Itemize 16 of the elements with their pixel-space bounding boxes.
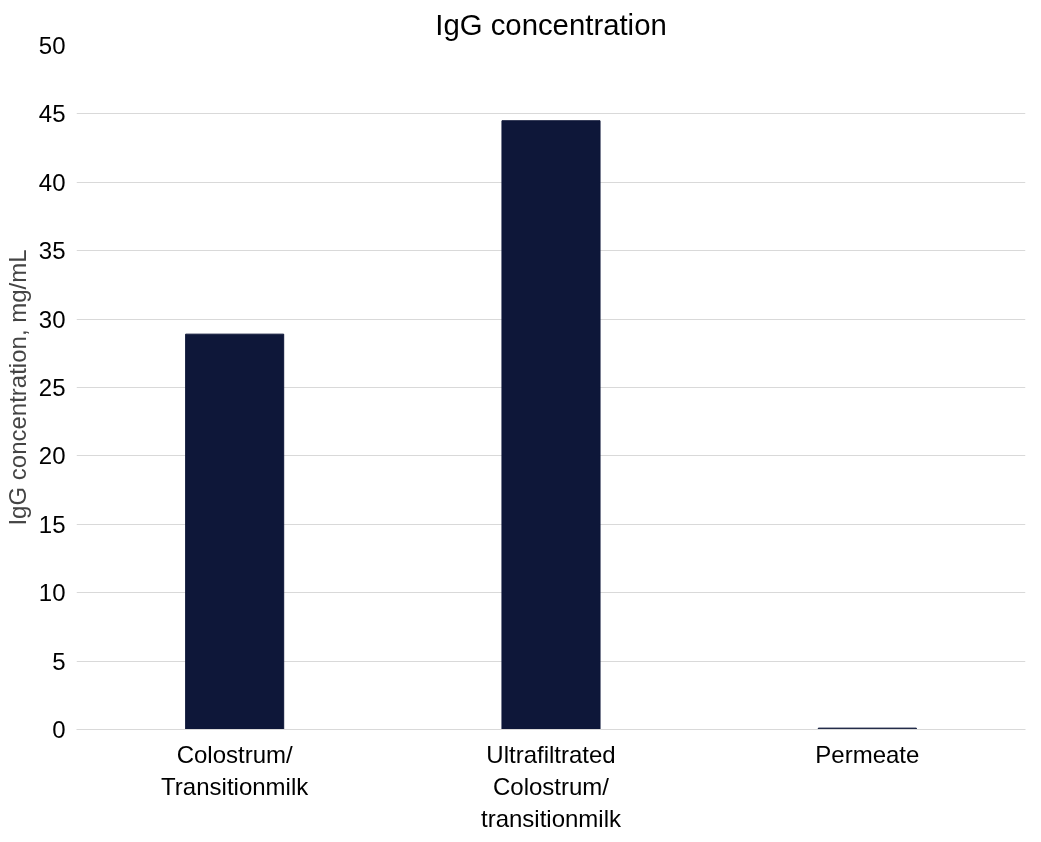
y-tick-label: 50: [38, 32, 66, 59]
y-tick-label: 25: [38, 374, 66, 401]
y-tick-label: 40: [38, 168, 66, 196]
x-tick-label: Ultrafiltrated Colostrum/ transitionmilk: [480, 740, 623, 833]
y-axis-title: IgG concentration, mg/mL: [3, 249, 31, 526]
y-tick-label: 0: [52, 716, 66, 743]
y-tick-label: 30: [38, 305, 66, 333]
y-tick-label: 10: [38, 579, 66, 607]
y-tick-label: 15: [38, 510, 66, 538]
x-tick-label: Colostrum/ Transitionmilk: [161, 740, 310, 800]
y-tick-label: 5: [52, 647, 66, 675]
y-tick-label: 45: [38, 100, 66, 128]
chart-title: IgG concentration: [435, 7, 667, 41]
x-tick-label: Permeate: [815, 740, 920, 768]
y-tick-label: 20: [38, 442, 66, 470]
y-tick-label: 35: [38, 237, 66, 265]
